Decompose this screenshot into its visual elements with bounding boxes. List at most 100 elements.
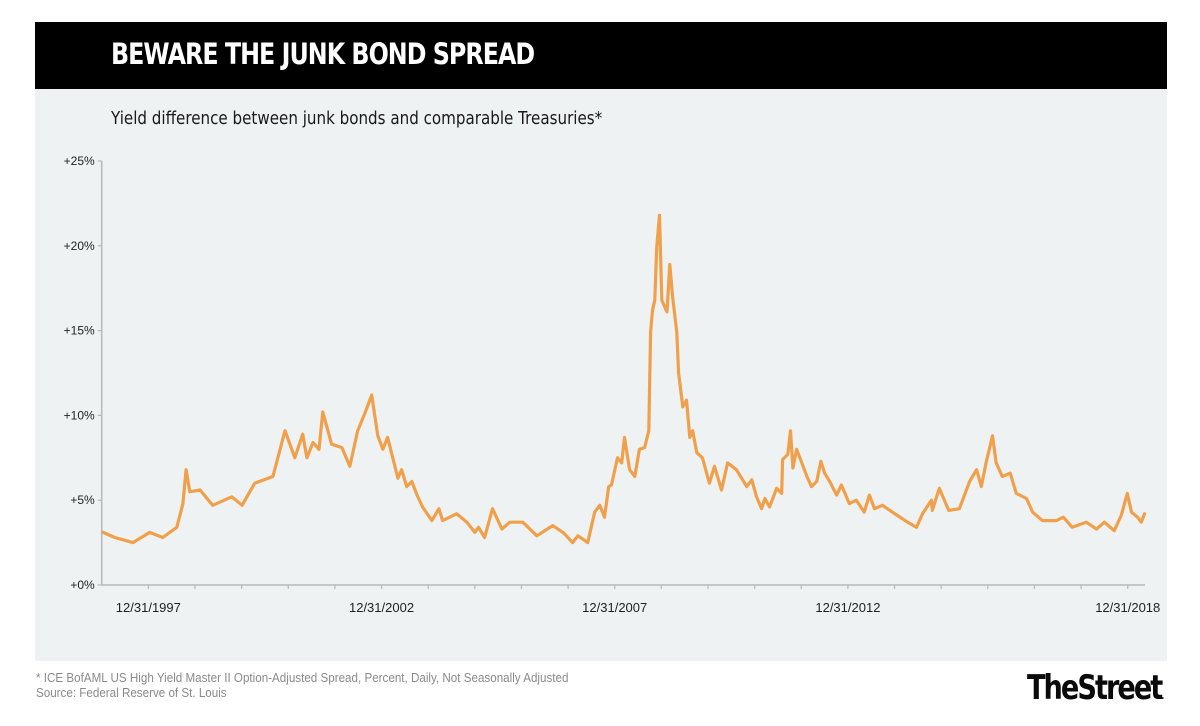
data-point <box>421 505 424 509</box>
data-point <box>521 521 524 524</box>
x-tick-label: 12/31/2002 <box>349 600 414 615</box>
data-point <box>688 436 691 439</box>
data-point <box>775 487 778 490</box>
data-point <box>649 331 652 334</box>
data-point <box>113 536 117 539</box>
data-point <box>376 434 379 437</box>
data-point <box>330 443 333 446</box>
data-point <box>148 531 151 534</box>
data-point <box>651 309 654 312</box>
data-point <box>508 521 511 524</box>
data-point <box>437 507 441 510</box>
data-point <box>810 485 813 488</box>
x-axis-labels: 12/31/1997 12/31/2002 12/31/2007 12/31/2012… <box>116 600 1160 615</box>
chart-subtitle: Yield difference between junk bonds and … <box>111 108 603 129</box>
data-point <box>685 398 688 402</box>
y-tick-label: +15% <box>64 324 95 338</box>
data-point <box>781 458 784 461</box>
data-point <box>896 514 899 517</box>
data-point <box>386 436 389 439</box>
data-point <box>293 456 296 459</box>
data-point <box>101 531 105 534</box>
data-point <box>571 541 574 544</box>
data-point <box>675 331 678 334</box>
data-point <box>720 488 723 492</box>
data-point <box>726 461 729 465</box>
series-group <box>101 213 1147 545</box>
data-point <box>1025 497 1028 500</box>
data-point <box>633 475 636 478</box>
chart-panel <box>35 89 1167 661</box>
data-point <box>691 429 694 432</box>
data-point <box>483 536 486 539</box>
data-point <box>610 483 613 487</box>
data-point <box>410 480 413 483</box>
data-point <box>198 488 202 492</box>
data-point <box>835 493 838 497</box>
data-point <box>551 524 554 527</box>
data-point <box>968 480 971 483</box>
series-line <box>101 213 1147 545</box>
data-point <box>815 480 818 483</box>
y-tick-label: +25% <box>64 154 95 168</box>
data-point <box>881 504 884 507</box>
data-point <box>665 310 669 314</box>
data-point <box>760 507 763 510</box>
data-point <box>653 298 656 302</box>
data-point <box>840 483 843 487</box>
data-point <box>598 504 601 507</box>
data-point <box>985 460 988 463</box>
data-point <box>1031 510 1034 514</box>
data-point <box>708 482 711 485</box>
data-point <box>561 531 565 534</box>
data-point <box>356 429 359 432</box>
data-point <box>1095 527 1098 531</box>
thestreet-logo: TheStreet. <box>1027 668 1164 708</box>
data-point <box>131 541 135 544</box>
data-point <box>863 510 866 514</box>
data-point <box>906 521 909 524</box>
data-point <box>321 410 324 414</box>
data-point <box>1113 529 1116 532</box>
data-point <box>430 519 434 522</box>
data-point <box>1001 475 1004 478</box>
data-point <box>828 480 831 483</box>
data-point <box>370 393 373 397</box>
data-point <box>230 495 233 498</box>
data-point <box>1143 512 1146 515</box>
title-banner: BEWARE THE JUNK BOND SPREAD <box>35 22 1167 89</box>
chart-title: BEWARE THE JUNK BOND SPREAD <box>111 37 535 71</box>
x-tick-label: 12/31/2018 <box>1095 600 1160 615</box>
data-point <box>623 436 626 439</box>
data-point <box>868 493 871 497</box>
data-point <box>348 465 351 468</box>
data-point <box>607 485 610 488</box>
data-point <box>363 412 366 415</box>
footnote-text: * ICE BofAML US High Yield Master II Opt… <box>36 671 569 685</box>
data-point <box>477 526 480 529</box>
data-point <box>317 448 321 451</box>
data-point <box>938 487 941 490</box>
data-point <box>643 446 646 449</box>
data-point <box>660 298 663 302</box>
data-point <box>1015 492 1018 495</box>
data-point <box>995 461 998 465</box>
data-point <box>271 475 275 478</box>
data-point <box>805 475 809 478</box>
data-point <box>735 468 738 471</box>
data-point <box>381 448 385 451</box>
data-point <box>603 516 606 519</box>
data-point <box>400 468 403 471</box>
data-point <box>655 246 658 249</box>
data-point <box>301 432 304 436</box>
data-point <box>713 465 716 468</box>
data-point <box>340 446 344 449</box>
data-point <box>786 453 789 456</box>
data-point <box>211 504 214 507</box>
data-point <box>789 429 792 432</box>
logo-text: TheStreet <box>1027 668 1163 708</box>
data-point <box>175 526 178 529</box>
data-point <box>1136 516 1139 519</box>
data-point <box>535 534 538 537</box>
